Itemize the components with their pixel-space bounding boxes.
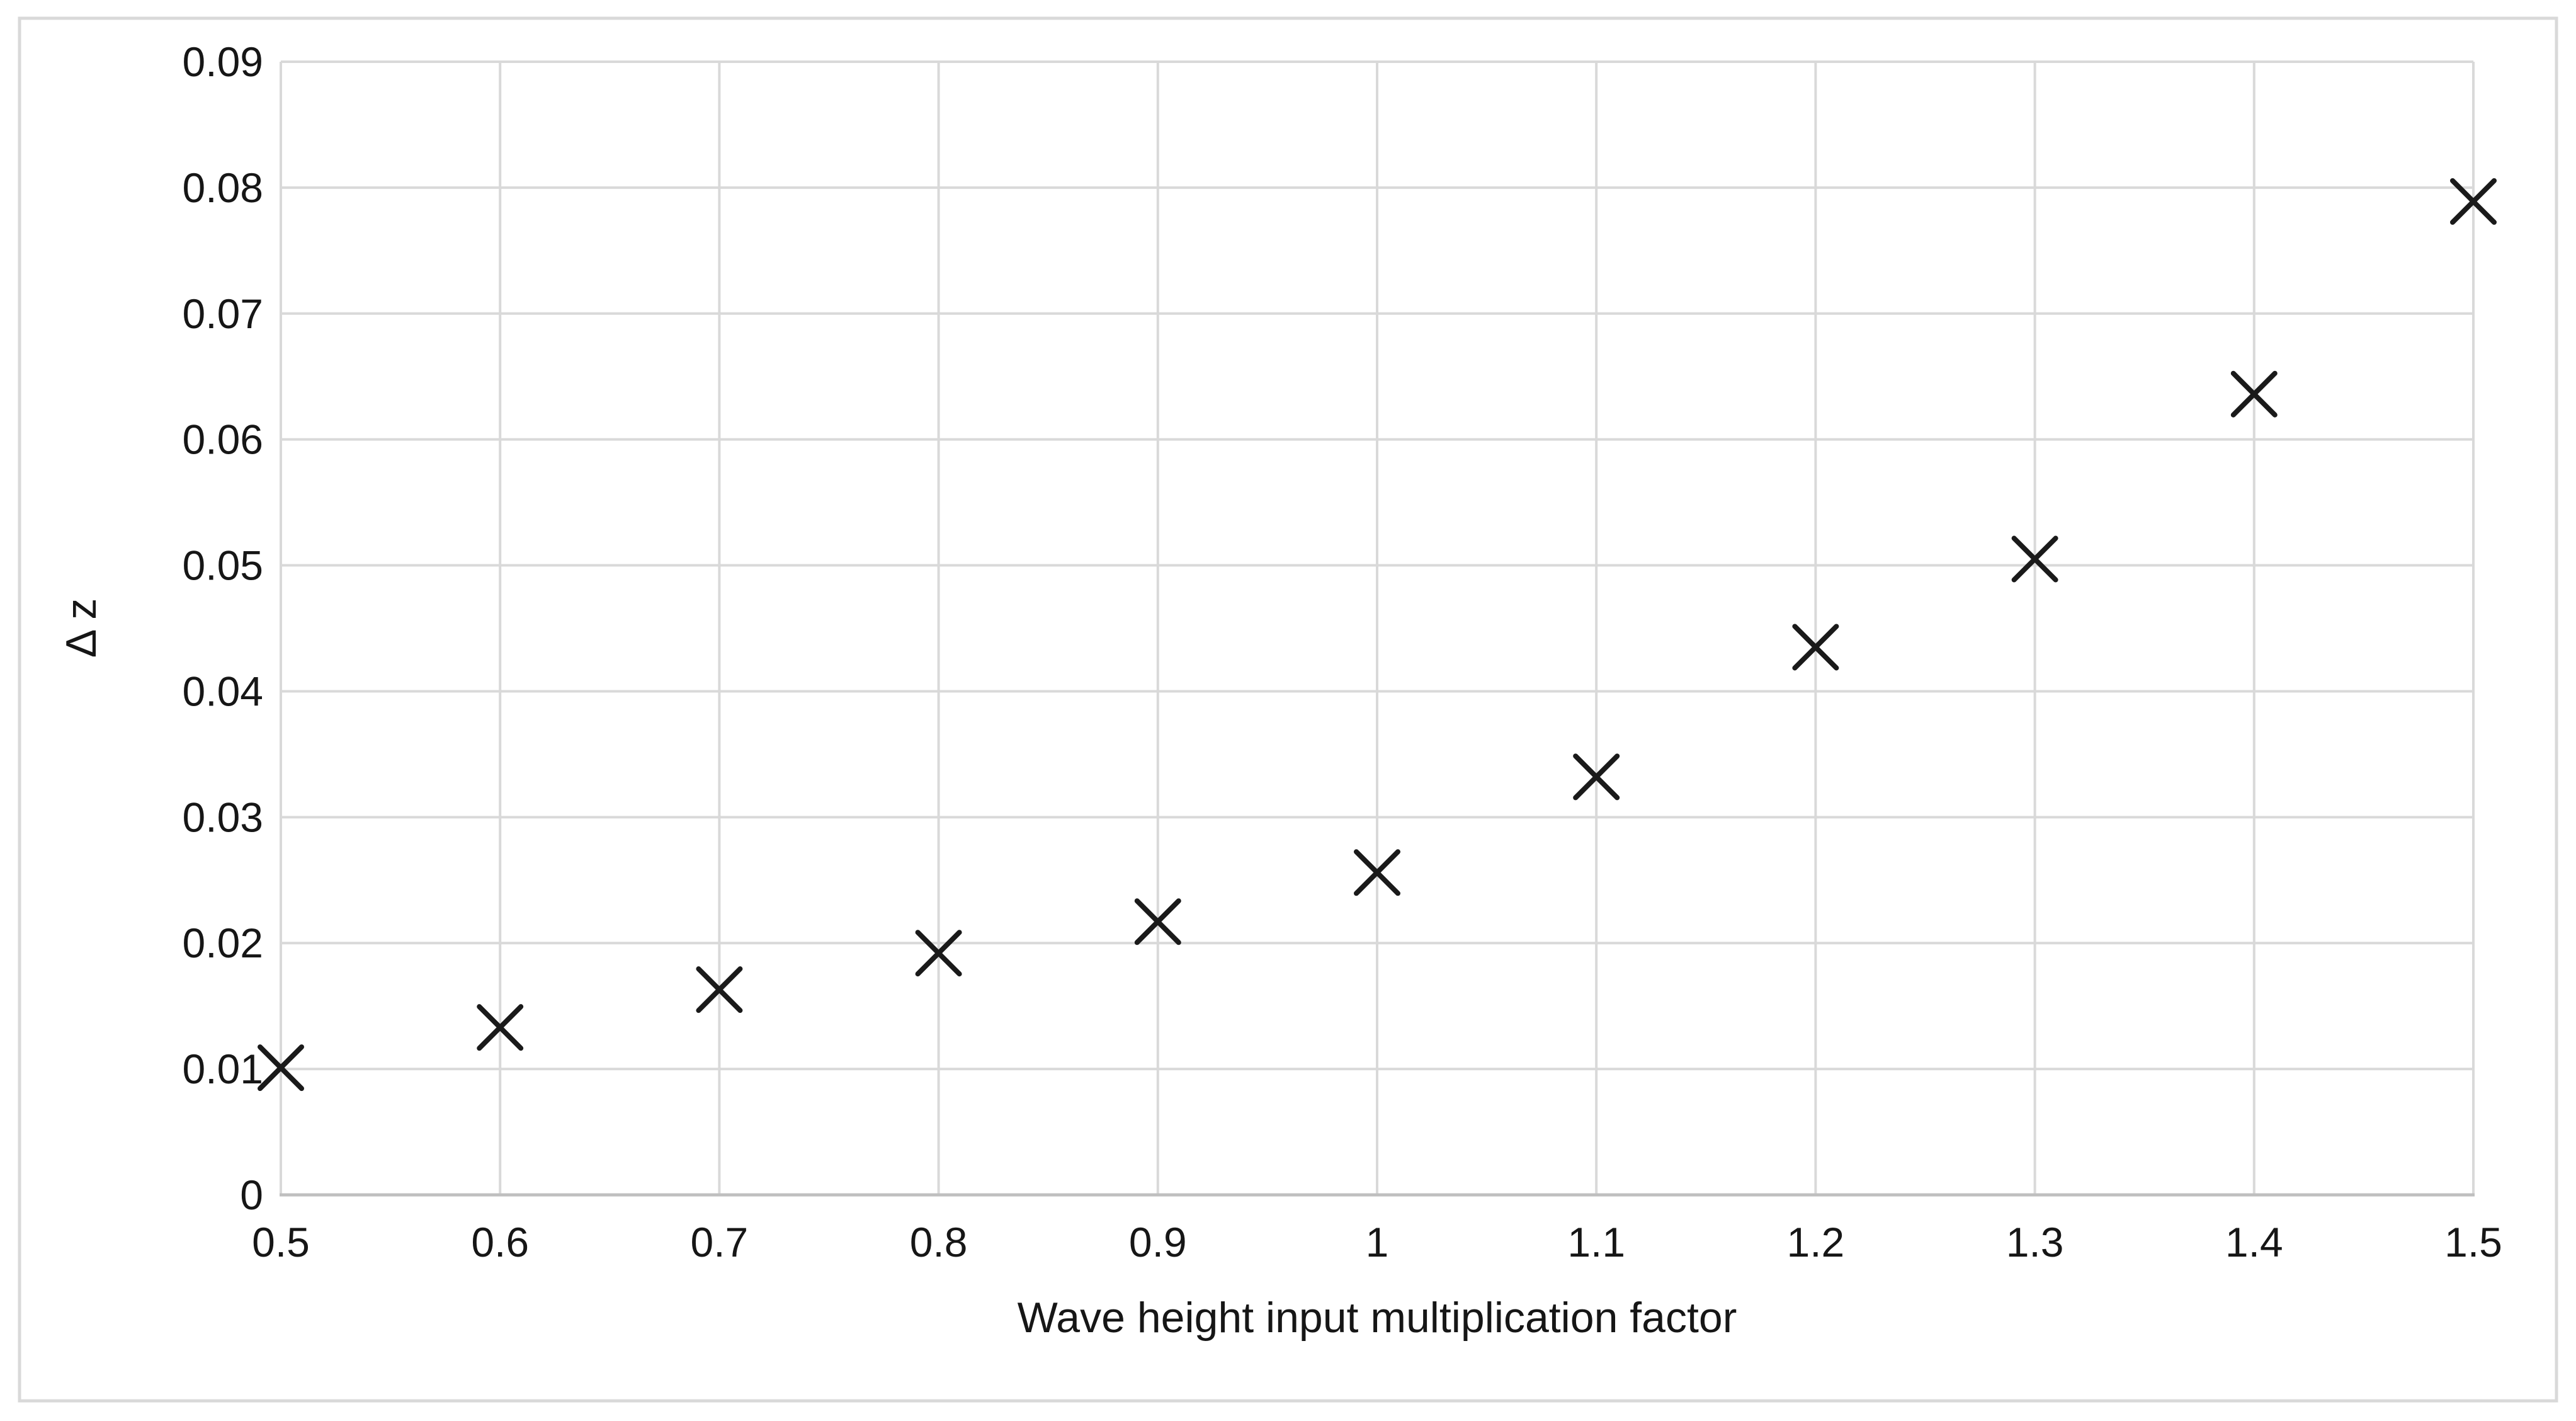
data-point-marker — [2011, 535, 2058, 583]
marker-stroke — [258, 1044, 304, 1092]
data-point-marker — [915, 930, 962, 977]
x-tick-label: 1.2 — [1787, 1219, 1845, 1265]
marker-stroke — [2450, 178, 2497, 225]
marker-stroke — [477, 1004, 524, 1051]
data-point-marker — [1134, 898, 1181, 945]
data-points-group — [258, 178, 2497, 1092]
x-tick-label: 0.5 — [252, 1219, 310, 1265]
data-point-marker — [1354, 849, 1400, 896]
y-tick-label: 0.09 — [183, 38, 263, 85]
y-tick-label: 0.08 — [183, 164, 263, 211]
data-point-marker — [2450, 178, 2497, 225]
data-point-marker — [477, 1004, 524, 1051]
data-point-marker — [2230, 370, 2278, 418]
y-tick-labels-group: 0 0.01 0.02 0.03 0.04 0.05 0.06 0.07 0.08 0.09 — [183, 38, 263, 1218]
x-tick-labels-group: 0.5 0.6 0.7 0.8 0.9 1 1.1 1.2 1.3 1.4 1.5 — [252, 1219, 2502, 1265]
x-tick-label: 1.1 — [1567, 1219, 1625, 1265]
data-point-marker — [258, 1044, 304, 1092]
y-tick-label: 0.04 — [183, 668, 263, 714]
marker-stroke — [1354, 849, 1400, 896]
y-tick-label: 0 — [240, 1172, 263, 1218]
y-axis-title: Δ z — [57, 598, 105, 658]
chart-border — [18, 16, 2558, 1403]
y-tick-label: 0.06 — [183, 416, 263, 463]
gridlines-group — [280, 60, 2475, 1195]
marker-stroke — [1134, 898, 1181, 945]
x-tick-label: 1.5 — [2444, 1219, 2502, 1265]
x-tick-label: 1.3 — [2006, 1219, 2064, 1265]
marker-stroke — [696, 966, 743, 1013]
y-tick-label: 0.02 — [183, 920, 263, 966]
marker-stroke — [1792, 624, 1839, 671]
x-tick-label: 0.9 — [1129, 1219, 1187, 1265]
x-tick-label: 0.7 — [691, 1219, 749, 1265]
x-axis-title: Wave height input multiplication factor — [1018, 1294, 1737, 1342]
y-tick-label: 0.01 — [183, 1046, 263, 1092]
marker-stroke — [2011, 535, 2058, 583]
x-tick-label: 0.8 — [910, 1219, 968, 1265]
marker-stroke — [2230, 370, 2278, 418]
x-tick-label: 0.6 — [471, 1219, 529, 1265]
y-tick-label: 0.03 — [183, 794, 263, 840]
y-tick-label: 0.07 — [183, 290, 263, 337]
x-tick-label: 1 — [1366, 1219, 1389, 1265]
data-point-marker — [1573, 753, 1620, 801]
marker-stroke — [915, 930, 962, 977]
y-tick-label: 0.05 — [183, 542, 263, 589]
x-tick-label: 1.4 — [2225, 1219, 2283, 1265]
marker-stroke — [1573, 753, 1620, 801]
data-point-marker — [1792, 624, 1839, 671]
data-point-marker — [696, 966, 743, 1013]
